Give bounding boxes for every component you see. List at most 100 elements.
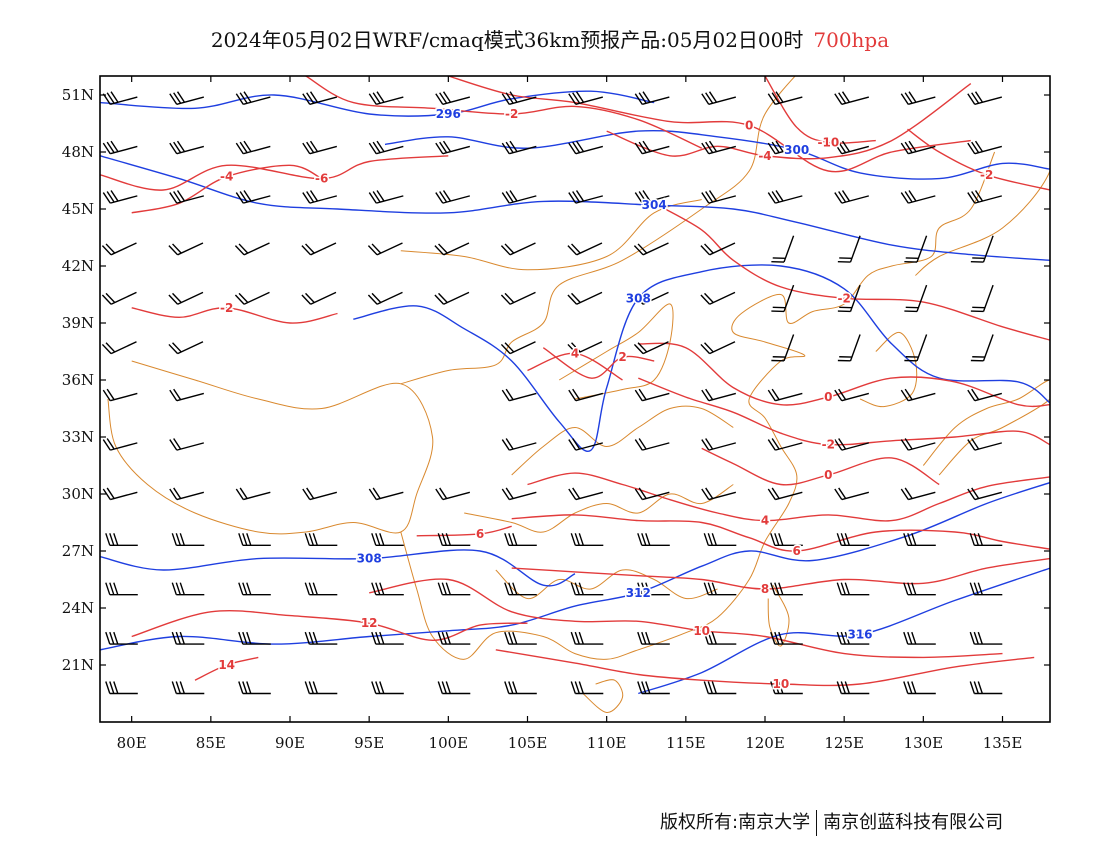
wind-barb [633,242,669,256]
temperature-contour-line [511,514,1050,552]
wind-barb [171,582,205,596]
lat-tick-label: 33N [62,428,94,446]
lon-tick-label: 95E [354,734,384,752]
temperature-contour-label: 4 [761,514,769,528]
height-contour-label: 312 [626,586,651,600]
wind-barb [836,681,870,695]
wind-barb [701,438,737,451]
temperature-contour-line [131,164,323,214]
wind-barb [434,291,470,305]
wind-barb [371,582,404,596]
wind-barb [504,533,537,546]
wind-barb [235,140,271,155]
lat-tick-label: 30N [62,485,94,503]
wind-barb [368,91,404,105]
wind-barb [969,582,1003,596]
wind-barb [568,91,604,105]
wind-barb [900,91,936,105]
wind-barb [435,140,471,155]
wind-barb [105,631,138,645]
wind-barb [771,235,795,263]
wind-barb [836,582,870,596]
wind-barb [570,681,604,695]
wind-barb [633,291,669,305]
wind-barb [637,533,670,546]
wind-barb [368,190,404,204]
temperature-contour-line [495,649,1035,687]
wind-barb [171,681,205,695]
temperature-contour-line [701,447,940,486]
wind-barb [301,242,337,256]
wind-barb [900,388,936,402]
wind-barb [501,91,537,105]
wind-barb [570,582,604,596]
wind-barb [903,681,936,695]
wind-barb [970,284,994,313]
wind-barb [102,190,138,204]
wind-barb [437,631,471,645]
credit-prefix: 版权所有: [660,812,739,833]
wind-barb [967,91,1003,105]
wind-barbs [101,91,1003,695]
wind-barb [504,582,537,596]
wind-barb [703,533,737,546]
wind-barb [637,631,670,645]
wind-barb [504,631,537,645]
temperature-contour-label: 8 [761,582,769,596]
wind-barb [767,140,803,155]
height-contour-label: 304 [642,198,667,212]
wind-barb [235,190,271,204]
wind-barb [834,388,870,402]
wind-barb [900,140,936,155]
wind-barb [633,341,669,355]
temperature-contour-line [606,83,972,160]
height-contour-label: 308 [357,552,382,566]
wind-barb [967,487,1003,501]
title-level: 700hpa [813,28,890,52]
lon-tick-label: 130E [904,734,944,752]
lon-tick-label: 120E [745,734,785,752]
wind-barb [836,631,870,645]
wind-barb [568,438,604,451]
copyright-credit: 版权所有:南京大学 南京创蓝科技有限公司 [660,808,1003,836]
wind-barb [168,291,204,305]
wind-barb [434,242,470,256]
temperature-contour-line [369,578,1003,659]
wind-barb [302,190,338,204]
lon-tick-label: 125E [824,734,864,752]
wind-barb [238,582,271,596]
temperature-contour-label: 0 [824,468,832,482]
wind-barb [771,334,795,362]
temperature-contour-label: 12 [361,616,378,630]
wind-barb [770,681,803,695]
wind-barb [501,438,537,451]
wind-barb [770,582,803,596]
wind-barb [834,91,870,105]
wind-barb [169,140,205,155]
wind-barb [701,487,737,501]
wind-barb [837,284,861,313]
temperature-contour-line [511,557,1050,590]
height-contour-label: 300 [784,143,809,157]
boundary-line [107,360,434,535]
wind-barb [834,487,870,501]
lat-tick-label: 42N [62,257,94,275]
wind-barb [767,438,803,451]
height-contour-line [384,129,1050,180]
wind-barb [634,438,670,451]
wind-barb [500,341,536,355]
wind-barb [304,681,338,695]
wind-barb [634,388,670,402]
wind-barb [500,242,536,256]
lat-tick-label: 51N [62,86,94,104]
lat-tick-label: 21N [62,656,94,674]
temperature-contour-label: -4 [758,149,771,163]
wind-barb [234,242,270,256]
wind-barb [238,533,271,546]
wind-barb [367,291,403,305]
wind-barb [101,341,137,355]
wind-barb [904,334,928,362]
temperature-contour-label: -2 [220,301,233,315]
height-contour-label: 316 [847,628,872,642]
wind-barb [504,681,537,695]
